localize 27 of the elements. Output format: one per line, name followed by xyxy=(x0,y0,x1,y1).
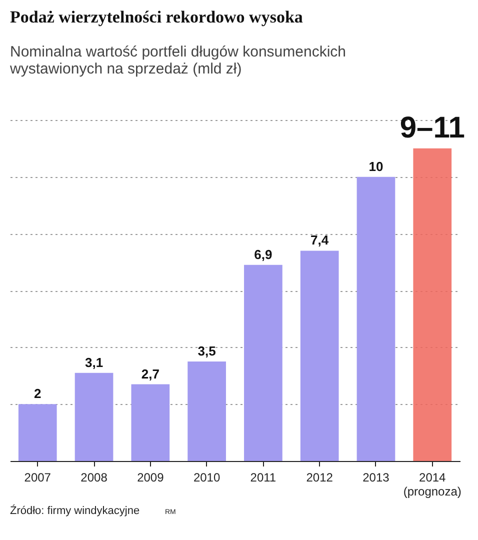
x-tick-label: 2007 xyxy=(24,470,52,484)
data-label: 7,4 xyxy=(310,232,330,248)
data-label: 6,9 xyxy=(254,246,272,262)
bar xyxy=(74,372,114,461)
data-label: 10 xyxy=(368,158,384,174)
bar xyxy=(413,148,452,461)
data-label: 2 xyxy=(34,386,42,402)
chart-title: Podaż wierzytelności rekordowo wysoka xyxy=(10,7,304,26)
bar xyxy=(356,176,396,461)
bar xyxy=(18,404,57,461)
data-label: 9–11 xyxy=(400,111,465,144)
x-tick-label: 2014 (prognoza) xyxy=(403,470,462,498)
data-label: 2,7 xyxy=(141,366,160,382)
x-tick-label: 2013 xyxy=(362,470,390,484)
data-label: 3,5 xyxy=(198,344,216,359)
x-tick-label: 2012 xyxy=(306,470,334,484)
bar xyxy=(300,250,339,461)
text: Źródło: firmy windykacyjne xyxy=(10,504,140,517)
x-tick-label: 2008 xyxy=(80,470,108,484)
bar xyxy=(244,264,282,461)
chart-subtitle: Nominalna wartość portfeli długów konsumenckich wystawionych na sprzedaż (mld zł) xyxy=(9,43,346,78)
bar xyxy=(188,362,226,461)
bar xyxy=(131,384,170,461)
data-label: 3,1 xyxy=(84,354,104,370)
x-tick-label: 2009 xyxy=(137,470,164,484)
x-tick-label: 2010 xyxy=(193,470,220,484)
x-tick-label: 2011 xyxy=(250,470,276,484)
